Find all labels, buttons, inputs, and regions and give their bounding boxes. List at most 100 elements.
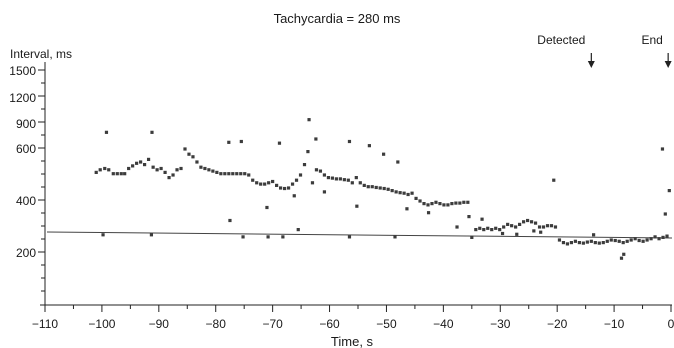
data-point [552, 178, 556, 182]
data-point [450, 202, 454, 206]
data-point [561, 241, 566, 245]
data-point [115, 172, 119, 176]
annotation-label: End [641, 33, 662, 47]
data-point [302, 163, 307, 167]
data-point [549, 224, 554, 228]
data-point [187, 152, 191, 156]
data-point [382, 152, 386, 156]
data-point [239, 172, 243, 176]
data-point [142, 163, 147, 167]
data-point [159, 166, 163, 171]
data-point [127, 166, 131, 171]
data-point [366, 185, 370, 189]
data-point [557, 238, 562, 242]
data-point [259, 182, 263, 186]
data-point [239, 139, 243, 144]
data-point [219, 172, 223, 176]
data-point [382, 186, 386, 191]
data-point [515, 232, 519, 236]
data-point [347, 235, 352, 239]
data-point [446, 203, 450, 207]
data-point [307, 118, 311, 122]
data-point [146, 157, 151, 161]
data-point [410, 191, 414, 195]
data-point [394, 190, 398, 194]
data-point [378, 186, 382, 190]
data-point [298, 173, 303, 177]
data-point [406, 192, 410, 197]
x-tick-label: −70 [262, 317, 283, 331]
threshold-line [46, 231, 673, 239]
y-tick-label: 400 [16, 194, 36, 208]
data-point [593, 241, 597, 245]
data-point [466, 200, 470, 204]
data-point [422, 202, 426, 206]
data-point [135, 161, 139, 165]
data-point [223, 172, 227, 176]
data-point [346, 178, 350, 182]
data-point [354, 176, 358, 180]
data-point [139, 160, 143, 164]
data-point [149, 233, 154, 237]
data-point [597, 241, 601, 245]
data-point [434, 200, 438, 204]
data-point [609, 238, 613, 242]
data-point [255, 181, 259, 185]
data-point [155, 168, 159, 172]
data-point [629, 238, 633, 242]
data-point [533, 221, 538, 225]
data-point [342, 178, 346, 182]
data-point [633, 237, 637, 241]
data-point [426, 211, 431, 215]
data-point [163, 170, 167, 174]
y-tick-label: 1500 [9, 64, 36, 78]
data-point [667, 189, 671, 193]
data-point [545, 224, 550, 228]
data-point [119, 172, 123, 176]
data-point [275, 183, 279, 187]
data-point [502, 225, 506, 229]
annotations: Detected End [537, 33, 672, 68]
data-point [306, 150, 310, 154]
data-point [338, 177, 342, 181]
data-point [622, 252, 626, 256]
arrow-head [664, 61, 672, 68]
data-point [537, 225, 542, 229]
data-point [480, 217, 484, 221]
data-point [167, 176, 171, 180]
data-point [103, 166, 107, 171]
data-point [619, 256, 624, 260]
data-point [330, 176, 334, 180]
data-point [279, 186, 283, 190]
chart-title: Tachycardia = 280 ms [274, 11, 401, 26]
x-axis-label: Time, s [331, 334, 374, 348]
data-point [251, 178, 255, 182]
data-point [294, 178, 299, 182]
data-point [663, 212, 667, 216]
data-point [281, 235, 285, 239]
data-point [183, 147, 187, 151]
data-point [470, 235, 474, 239]
x-tick-label: −20 [547, 317, 568, 331]
x-tick-label: −110 [32, 317, 58, 331]
data-point [637, 238, 641, 243]
data-point [286, 186, 291, 190]
data-point [123, 172, 127, 176]
data-point [577, 241, 581, 245]
data-point [653, 235, 657, 239]
x-tick-label: −10 [604, 317, 625, 331]
y-axis-label: Interval, ms [10, 47, 72, 61]
data-point [94, 170, 98, 174]
data-point [418, 199, 422, 203]
data-point [358, 181, 362, 185]
x-tick-label: −100 [88, 317, 115, 331]
data-point [228, 218, 232, 223]
data-point [490, 228, 494, 232]
data-point [601, 241, 605, 245]
data-point [402, 191, 406, 195]
data-point [150, 130, 154, 134]
data-point [398, 191, 402, 195]
data-point [645, 238, 649, 242]
data-point [271, 179, 275, 184]
data-point [266, 235, 270, 239]
